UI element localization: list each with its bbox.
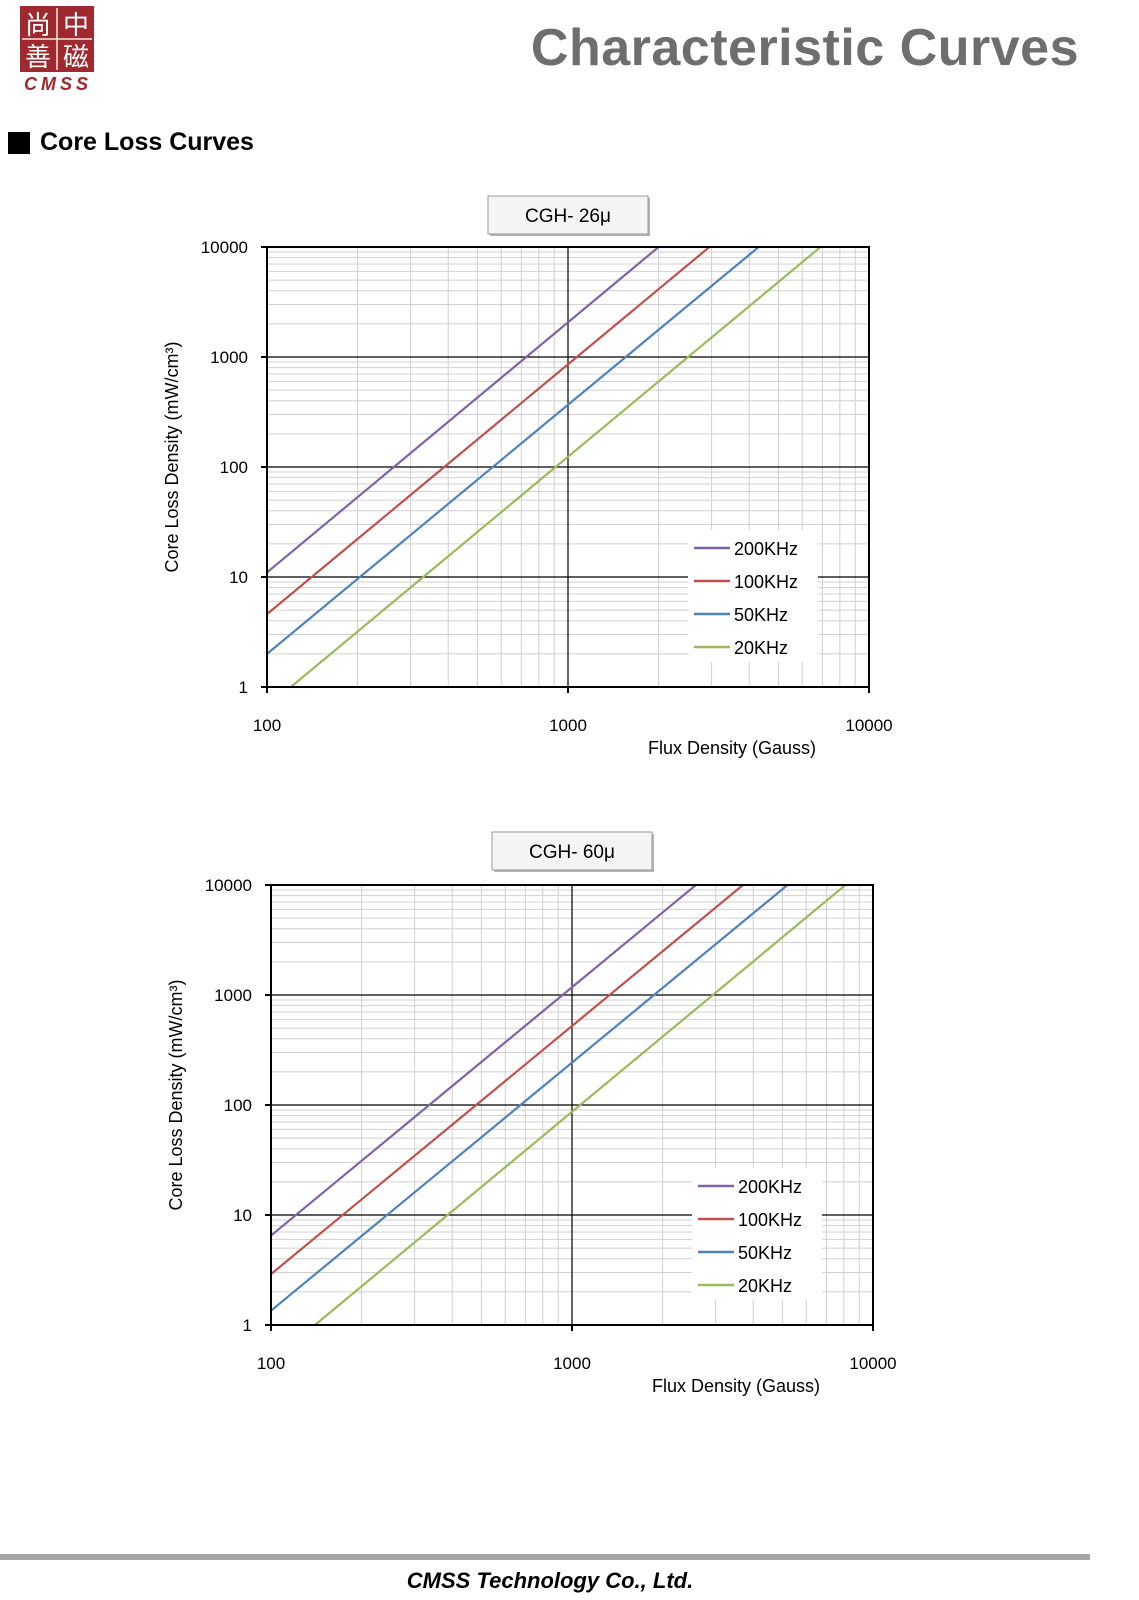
y-tick-label: 1 [239, 678, 248, 697]
logo-char-2: 中 [63, 11, 89, 41]
series-line-200khz [266, 246, 660, 574]
y-tick-label: 10000 [205, 876, 252, 895]
section-heading: Core Loss Curves [8, 128, 254, 157]
x-tick-label: 10000 [849, 1354, 896, 1373]
y-tick-label: 10 [233, 1206, 252, 1225]
y-axis-label: Core Loss Density (mW/cm³) [162, 341, 182, 572]
company-logo: 尚 中 善 磁 CMSS [20, 6, 94, 94]
y-tick-label: 1000 [210, 348, 248, 367]
y-tick-label: 100 [224, 1096, 252, 1115]
chart-title-box [487, 195, 649, 235]
grid-lines [271, 885, 873, 1325]
core-loss-chart-cgh60: CGH- 60μ 200KHz 100KHz 50KHz 20KHz 100 1000 100… [166, 831, 897, 1396]
x-tick-label: 1000 [549, 716, 587, 735]
x-tick-label: 100 [253, 716, 281, 735]
chart-title-box [491, 831, 653, 871]
legend-label: 20KHz [738, 1276, 792, 1296]
x-tick-label: 10000 [845, 716, 892, 735]
chart-title: CGH- 26μ [525, 206, 611, 227]
y-tick-label: 10 [229, 568, 248, 587]
legend-box [692, 1168, 822, 1300]
y-tick-label: 1 [243, 1316, 252, 1335]
footer-divider [0, 1554, 1090, 1560]
logo-char-3: 善 [25, 43, 51, 73]
legend-label: 50KHz [738, 1243, 792, 1263]
section-bullet [8, 131, 30, 154]
grid-lines [267, 247, 869, 687]
legend-label: 200KHz [734, 539, 798, 559]
core-loss-chart-cgh26: CGH- 26μ 200KHz 100KHz 50KHz 20KHz 100 1000 100… [162, 195, 893, 758]
section-title: Core Loss Curves [40, 128, 254, 156]
x-tick-label: 1000 [553, 1354, 591, 1373]
legend-label: 100KHz [738, 1210, 802, 1230]
page-title: Characteristic Curves [530, 19, 1079, 77]
logo-char-4: 磁 [63, 43, 89, 73]
series-line-50khz [270, 884, 789, 1312]
series-line-100khz [270, 884, 744, 1275]
y-tick-label: 10000 [201, 238, 248, 257]
y-tick-label: 1000 [214, 986, 252, 1005]
legend-box [688, 530, 818, 662]
legend-label: 20KHz [734, 638, 788, 658]
legend-label: 100KHz [734, 572, 798, 592]
footer-company-name: CMSS Technology Co., Ltd. [406, 1568, 694, 1593]
series-line-20khz [290, 246, 822, 688]
y-tick-label: 100 [220, 458, 248, 477]
series-line-20khz [314, 884, 847, 1326]
legend-label: 200KHz [738, 1177, 802, 1197]
legend-label: 50KHz [734, 605, 788, 625]
x-axis-label: Flux Density (Gauss) [648, 738, 816, 758]
series-line-100khz [266, 246, 711, 615]
logo-text: CMSS [24, 74, 92, 94]
series-line-200khz [270, 884, 697, 1237]
chart-title: CGH- 60μ [529, 842, 615, 863]
x-tick-label: 100 [257, 1354, 285, 1373]
series-line-50khz [266, 246, 760, 655]
x-axis-label: Flux Density (Gauss) [652, 1376, 820, 1396]
y-axis-label: Core Loss Density (mW/cm³) [166, 979, 186, 1210]
logo-char-1: 尚 [25, 11, 51, 41]
